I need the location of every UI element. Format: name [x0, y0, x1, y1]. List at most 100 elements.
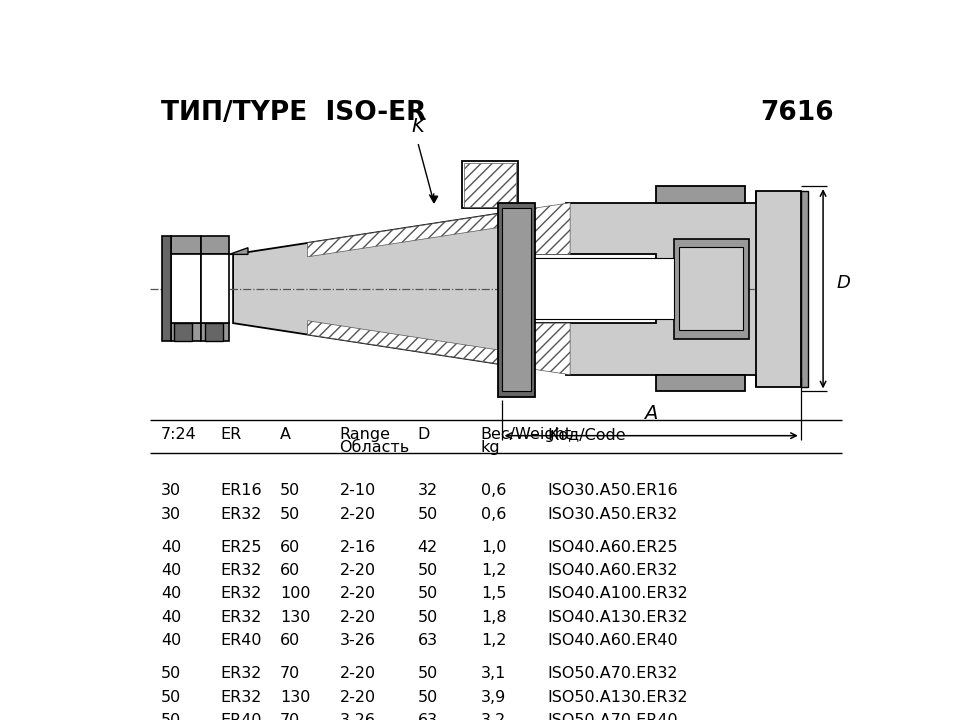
Text: ISO40.A100.ER32: ISO40.A100.ER32: [548, 587, 688, 601]
Text: 30: 30: [161, 483, 181, 498]
Text: 3-26: 3-26: [340, 633, 375, 648]
Text: kg: kg: [481, 440, 500, 455]
Text: ISO40.A60.ER40: ISO40.A60.ER40: [548, 633, 679, 648]
Polygon shape: [430, 196, 438, 203]
Text: 63: 63: [418, 633, 438, 648]
Polygon shape: [533, 258, 674, 319]
Text: 40: 40: [161, 610, 181, 625]
Polygon shape: [204, 323, 224, 341]
Text: 70: 70: [280, 666, 300, 681]
Text: A: A: [280, 428, 291, 442]
Text: 50: 50: [418, 666, 438, 681]
Polygon shape: [533, 203, 570, 254]
Text: 50: 50: [280, 507, 300, 521]
Text: 50: 50: [161, 666, 181, 681]
Text: ER40: ER40: [221, 633, 262, 648]
Polygon shape: [201, 236, 229, 254]
Polygon shape: [674, 239, 749, 338]
Text: ER32: ER32: [221, 507, 262, 521]
Text: 0,6: 0,6: [481, 507, 506, 521]
Polygon shape: [307, 208, 533, 257]
Text: 40: 40: [161, 587, 181, 601]
Polygon shape: [656, 374, 745, 391]
Text: Вес/Weight: Вес/Weight: [481, 428, 572, 442]
Polygon shape: [201, 323, 229, 341]
Text: ER32: ER32: [221, 610, 262, 625]
Polygon shape: [171, 236, 201, 254]
Text: ER16: ER16: [221, 483, 262, 498]
Polygon shape: [533, 323, 570, 374]
Text: Код/Code: Код/Code: [548, 428, 627, 442]
Text: K: K: [411, 117, 424, 136]
Text: 70: 70: [280, 713, 300, 720]
Text: 50: 50: [418, 690, 438, 705]
Text: 7616: 7616: [760, 100, 834, 126]
Text: 3,2: 3,2: [481, 713, 506, 720]
Text: 50: 50: [418, 563, 438, 578]
Text: 50: 50: [161, 690, 181, 705]
Polygon shape: [162, 236, 171, 341]
Text: 40: 40: [161, 563, 181, 578]
Polygon shape: [233, 208, 533, 369]
Text: 130: 130: [280, 690, 310, 705]
Polygon shape: [656, 186, 745, 203]
Text: ISO50.A130.ER32: ISO50.A130.ER32: [548, 690, 688, 705]
Text: 60: 60: [280, 633, 300, 648]
Text: 2-20: 2-20: [340, 610, 375, 625]
Text: ISO50.A70.ER40: ISO50.A70.ER40: [548, 713, 679, 720]
Text: ISO30.A50.ER16: ISO30.A50.ER16: [548, 483, 679, 498]
Text: 3-26: 3-26: [340, 713, 375, 720]
Text: 2-16: 2-16: [340, 540, 375, 555]
Text: 40: 40: [161, 633, 181, 648]
Text: 1,2: 1,2: [481, 563, 506, 578]
Polygon shape: [201, 254, 229, 323]
Text: 130: 130: [280, 610, 310, 625]
Text: ISO40.A60.ER25: ISO40.A60.ER25: [548, 540, 679, 555]
Text: ISO40.A130.ER32: ISO40.A130.ER32: [548, 610, 688, 625]
Polygon shape: [465, 163, 516, 207]
Text: 30: 30: [161, 507, 181, 521]
Text: 1,8: 1,8: [481, 610, 507, 625]
Polygon shape: [229, 248, 248, 254]
Text: Область: Область: [340, 440, 410, 455]
Text: ER32: ER32: [221, 690, 262, 705]
Text: 50: 50: [418, 610, 438, 625]
Polygon shape: [756, 191, 801, 387]
Text: 2-20: 2-20: [340, 690, 375, 705]
Polygon shape: [307, 320, 533, 369]
Text: ER32: ER32: [221, 666, 262, 681]
Polygon shape: [498, 203, 535, 397]
Text: D: D: [418, 428, 430, 442]
Polygon shape: [171, 323, 201, 341]
Text: 50: 50: [280, 483, 300, 498]
Text: ISO50.A70.ER32: ISO50.A70.ER32: [548, 666, 679, 681]
Text: 40: 40: [161, 540, 181, 555]
Polygon shape: [463, 161, 518, 208]
Text: ER32: ER32: [221, 563, 262, 578]
Text: 3,1: 3,1: [481, 666, 506, 681]
Text: 1,0: 1,0: [481, 540, 506, 555]
Polygon shape: [533, 254, 656, 323]
Text: ТИП/TYPE  ISO-ER: ТИП/TYPE ISO-ER: [161, 100, 426, 126]
Text: D: D: [836, 274, 851, 292]
Text: 2-10: 2-10: [340, 483, 375, 498]
Text: 32: 32: [418, 483, 438, 498]
Text: ER40: ER40: [221, 713, 262, 720]
Text: 60: 60: [280, 563, 300, 578]
Text: A: A: [644, 405, 658, 423]
Text: 63: 63: [418, 713, 438, 720]
Polygon shape: [171, 254, 201, 323]
Text: 100: 100: [280, 587, 310, 601]
Text: 2-20: 2-20: [340, 666, 375, 681]
Text: 7:24: 7:24: [161, 428, 197, 442]
Text: 2-20: 2-20: [340, 563, 375, 578]
Polygon shape: [566, 203, 801, 374]
Text: 2-20: 2-20: [340, 587, 375, 601]
Text: 60: 60: [280, 540, 300, 555]
Text: 2-20: 2-20: [340, 507, 375, 521]
Text: ER: ER: [221, 428, 242, 442]
Text: 3,9: 3,9: [481, 690, 506, 705]
Polygon shape: [174, 323, 192, 341]
Text: 50: 50: [418, 507, 438, 521]
Text: 0,6: 0,6: [481, 483, 506, 498]
